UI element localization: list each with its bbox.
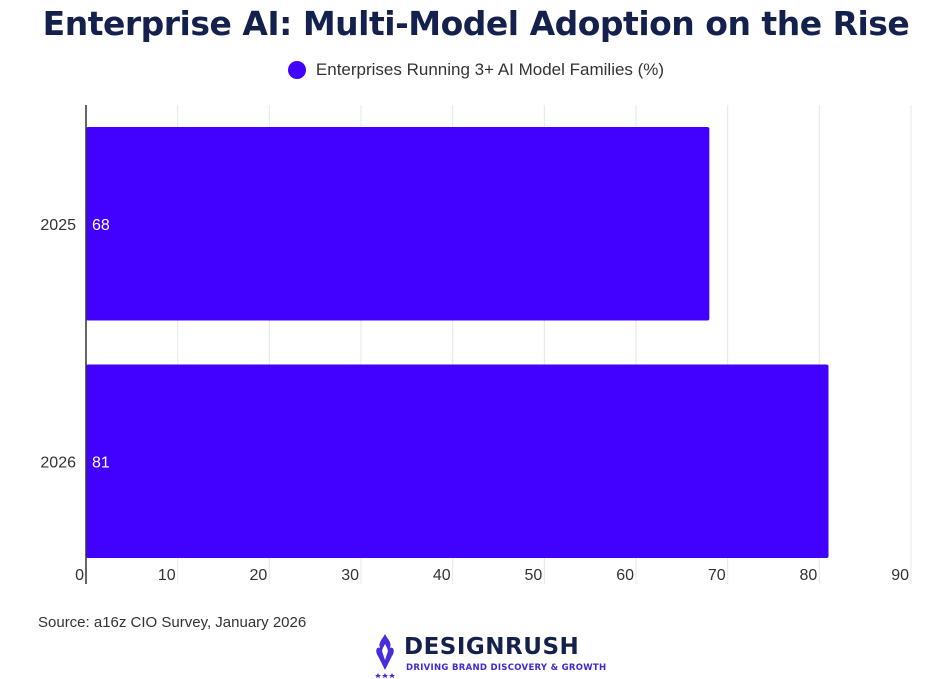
bar — [86, 364, 829, 558]
source-note: Source: a16z CIO Survey, January 2026 — [38, 614, 307, 631]
x-tick-label: 60 — [616, 567, 634, 584]
bar — [86, 127, 710, 321]
bar-chart: 0 10 20 30 40 50 60 70 80 90 2025 68 2026 81 — [40, 105, 912, 584]
x-tick-label: 0 — [75, 567, 84, 584]
x-tick-label: 80 — [800, 567, 818, 584]
y-tick-label: 2026 — [40, 454, 76, 471]
legend: Enterprises Running 3+ AI Model Families… — [0, 60, 952, 80]
x-tick-label: 20 — [250, 567, 268, 584]
data-label: 81 — [92, 454, 110, 471]
chart-title: Enterprise AI: Multi-Model Adoption on t… — [42, 4, 910, 43]
y-tick-label: 2025 — [40, 217, 76, 234]
x-tick-label: 30 — [341, 567, 359, 584]
x-tick-label: 40 — [433, 567, 451, 584]
logo-tagline: DRIVING BRAND DISCOVERY & GROWTH — [406, 663, 607, 673]
designrush-flame-icon — [375, 634, 395, 678]
x-tick-label: 10 — [158, 567, 176, 584]
logo-wordmark: DESIGNRUSH — [404, 634, 580, 660]
legend-marker — [287, 61, 306, 79]
data-label: 68 — [92, 217, 110, 234]
x-tick-label: 90 — [891, 567, 909, 584]
x-tick-label: 50 — [525, 567, 543, 584]
x-tick-label: 70 — [708, 567, 726, 584]
legend-label: Enterprises Running 3+ AI Model Families… — [315, 60, 665, 79]
designrush-logo: DESIGNRUSH DRIVING BRAND DISCOVERY & GRO… — [370, 632, 610, 678]
